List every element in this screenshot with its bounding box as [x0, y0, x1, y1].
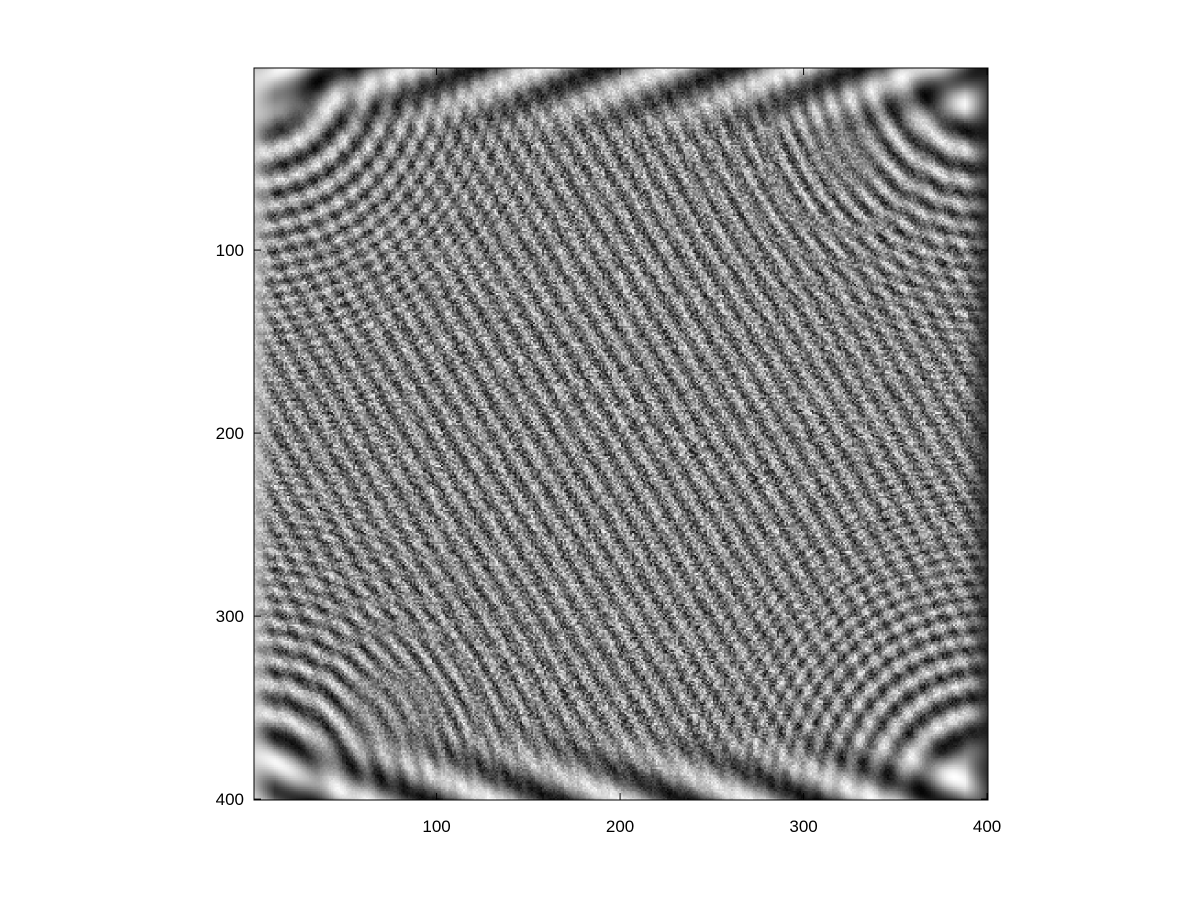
x-tick-label: 300: [789, 817, 817, 836]
x-tick-label: 200: [606, 817, 634, 836]
x-axis-tick-labels: 100 200 300 400: [422, 817, 1001, 836]
y-tick-label: 200: [216, 424, 244, 443]
y-tick-label: 400: [216, 790, 244, 809]
axes-frame: [253, 67, 989, 801]
x-axis-ticks: [436, 68, 988, 800]
y-axis-ticks: [254, 249, 988, 800]
x-tick-label: 400: [973, 817, 1001, 836]
plot-area: [253, 67, 989, 801]
y-axis-tick-labels: 100 200 300 400: [216, 241, 244, 809]
x-tick-label: 100: [422, 817, 450, 836]
y-tick-label: 300: [216, 607, 244, 626]
y-tick-label: 100: [216, 241, 244, 260]
heatmap-image: [254, 68, 988, 800]
